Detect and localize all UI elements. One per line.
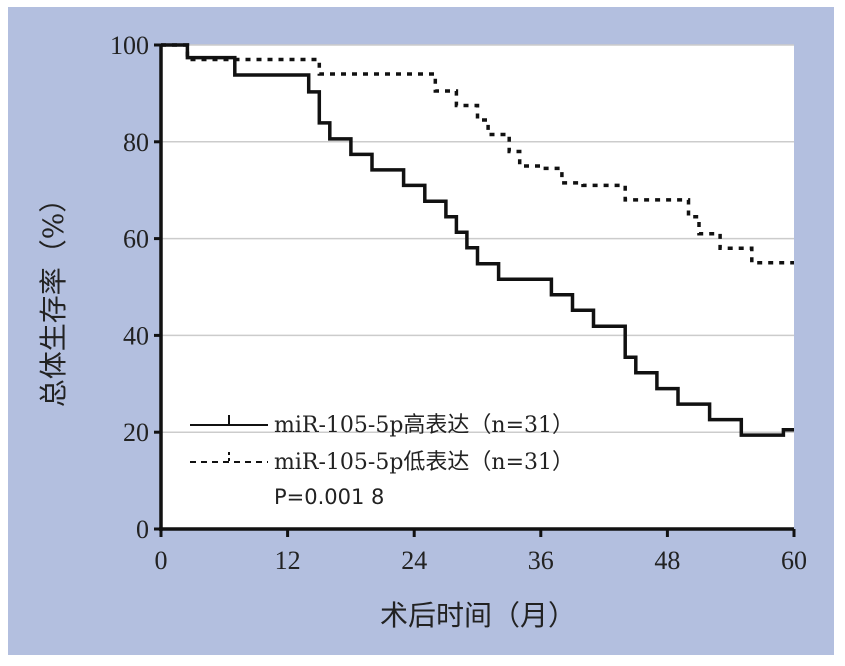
- series-layer: [161, 43, 794, 437]
- ytick-label-40: 40: [123, 321, 149, 350]
- ytick-label-60: 60: [123, 225, 149, 254]
- y-ticks: 0 20 40 60 80 100: [110, 31, 161, 544]
- xtick-label-60: 60: [781, 546, 807, 575]
- y-axis-title: 总体生存率（%）: [37, 185, 70, 408]
- xtick-label-36: 36: [528, 546, 554, 575]
- x-ticks: 0 12 24 36 48 60: [155, 529, 807, 575]
- ytick-label-20: 20: [123, 418, 149, 447]
- legend-label-high: miR-105-5p高表达（n=31）: [274, 413, 574, 438]
- ytick-label-0: 0: [136, 515, 149, 544]
- legend-label-low: miR-105-5p低表达（n=31）: [274, 450, 574, 475]
- ytick-label-80: 80: [123, 128, 149, 157]
- x-axis-title: 术后时间（月）: [380, 599, 576, 632]
- series-line-low-expression: [161, 43, 794, 265]
- p-value-annotation: P=0.001 8: [274, 485, 384, 509]
- survival-chart: 0 20 40 60 80 100 0 12 24 36 48 60 术后时间（月） 总体生存率（%…: [37, 31, 807, 632]
- xtick-label-24: 24: [401, 546, 427, 575]
- ytick-label-100: 100: [110, 31, 149, 60]
- plot-area: [161, 45, 794, 529]
- chart-frame: 0 20 40 60 80 100 0 12 24 36 48 60 术后时间（月） 总体生存率（%…: [8, 7, 834, 655]
- xtick-label-0: 0: [155, 546, 168, 575]
- legend: miR-105-5p高表达（n=31） miR-105-5p低表达（n=31） …: [190, 413, 574, 509]
- series-line-high-expression: [161, 43, 794, 437]
- grid-lines: [161, 44, 794, 433]
- xtick-label-12: 12: [275, 546, 301, 575]
- xtick-label-48: 48: [654, 546, 680, 575]
